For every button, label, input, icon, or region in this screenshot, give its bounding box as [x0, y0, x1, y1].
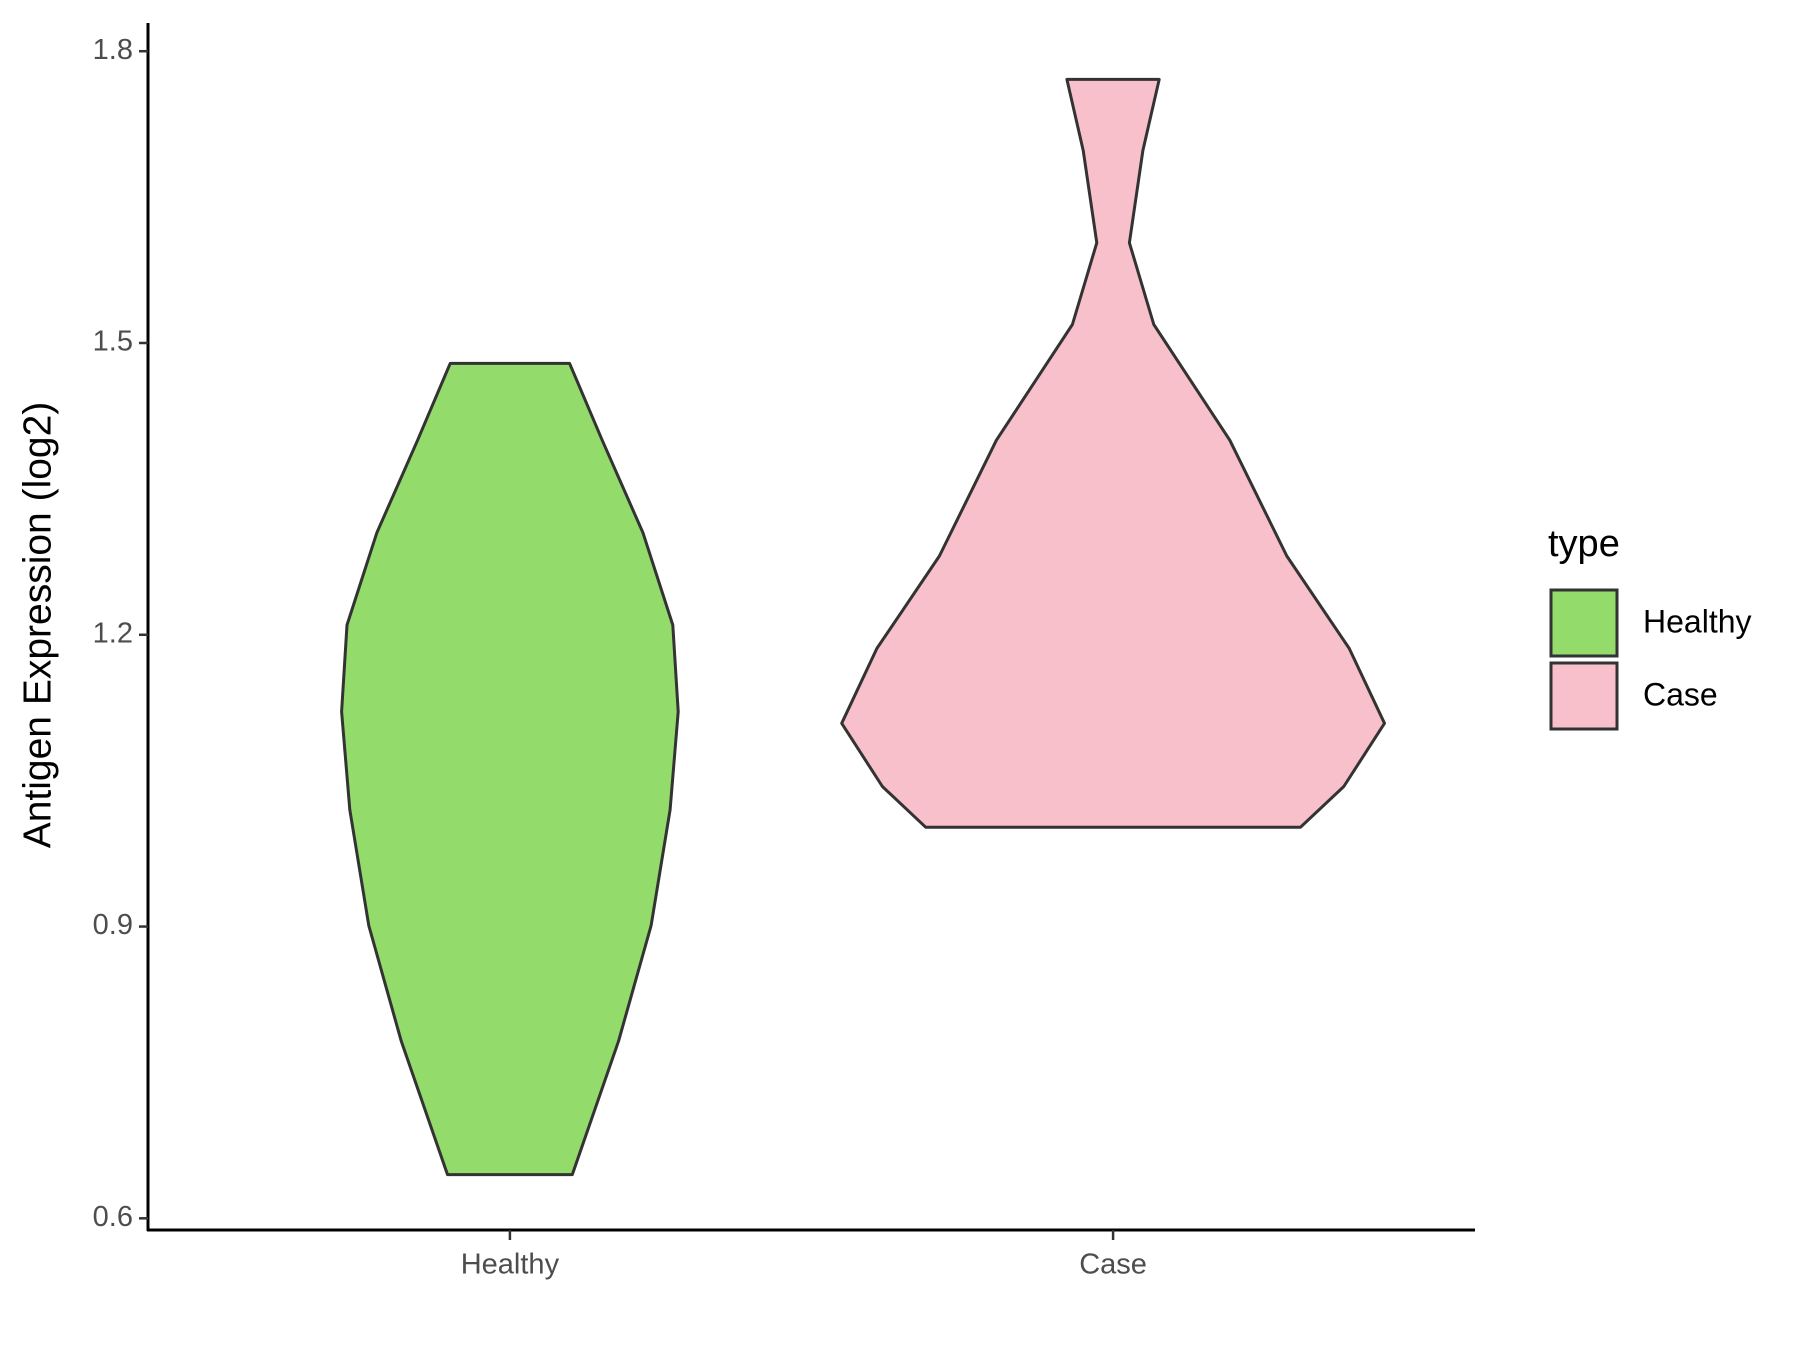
y-tick-label: 1.8	[93, 34, 133, 66]
x-tick-label: Case	[1079, 1249, 1147, 1281]
y-tick-label: 1.5	[93, 326, 133, 358]
legend-key	[1549, 661, 1619, 731]
legend-key	[1549, 588, 1619, 658]
legend-title: type	[1548, 523, 1620, 565]
y-axis-label: Antigen Expression (log2)	[16, 402, 59, 849]
violin	[340, 361, 680, 1177]
violin	[840, 77, 1386, 829]
x-tick-label: Healthy	[461, 1249, 560, 1281]
y-tick-label: 0.9	[93, 909, 133, 941]
y-tick-label: 0.6	[93, 1201, 133, 1233]
legend-label: Case	[1643, 676, 1718, 712]
legend-label: Healthy	[1643, 603, 1752, 639]
y-tick-label: 1.2	[93, 617, 133, 649]
